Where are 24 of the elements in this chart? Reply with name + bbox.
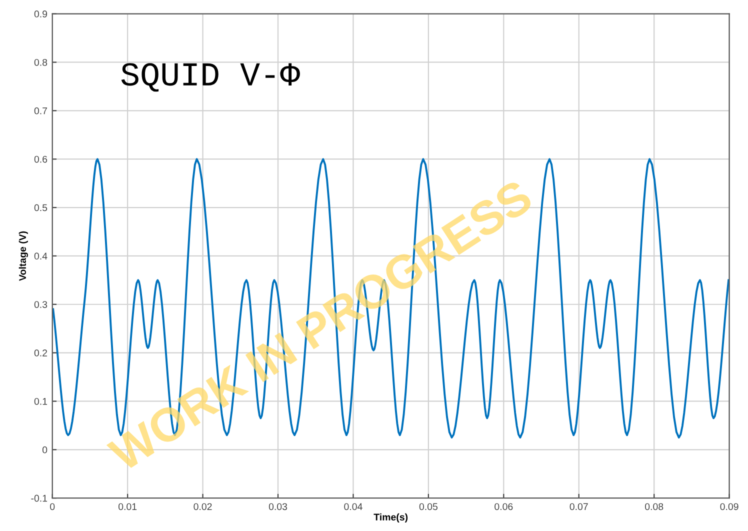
y-tick-label: 0.5	[34, 204, 48, 212]
y-tick-label: 0.6	[34, 156, 48, 163]
text: SQUID V-Φ	[121, 63, 300, 92]
y-tick-label: 0.1	[34, 398, 48, 405]
x-tick-label: 0.01	[118, 503, 137, 510]
y-axis-title: Voltage (V)	[18, 231, 28, 281]
y-tick-label: 0.4	[34, 252, 48, 260]
y-tick-label: -0.1	[31, 494, 48, 502]
y-tick-label: 0	[42, 446, 48, 454]
x-axis-title: Time(s)	[374, 513, 408, 522]
x-tick-label: 0.09	[720, 503, 738, 510]
x-tick-label: 0.05	[419, 503, 438, 510]
x-tick-label: 0.04	[344, 503, 362, 510]
x-tick-label: 0	[50, 503, 55, 510]
y-tick-label: 0.7	[34, 107, 48, 114]
x-tick-label: 0.07	[570, 503, 588, 510]
x-tick-label: 0.03	[268, 503, 288, 510]
x-tick-label: 0.08	[645, 503, 664, 510]
y-tick-label: 0.9	[34, 10, 48, 18]
x-tick-label: 0.02	[194, 503, 212, 510]
x-tick-label: 0.06	[494, 503, 513, 510]
y-tick-label: 0.2	[34, 350, 48, 356]
y-tick-label: 0.8	[34, 58, 48, 66]
y-tick-label: 0.3	[34, 301, 48, 308]
